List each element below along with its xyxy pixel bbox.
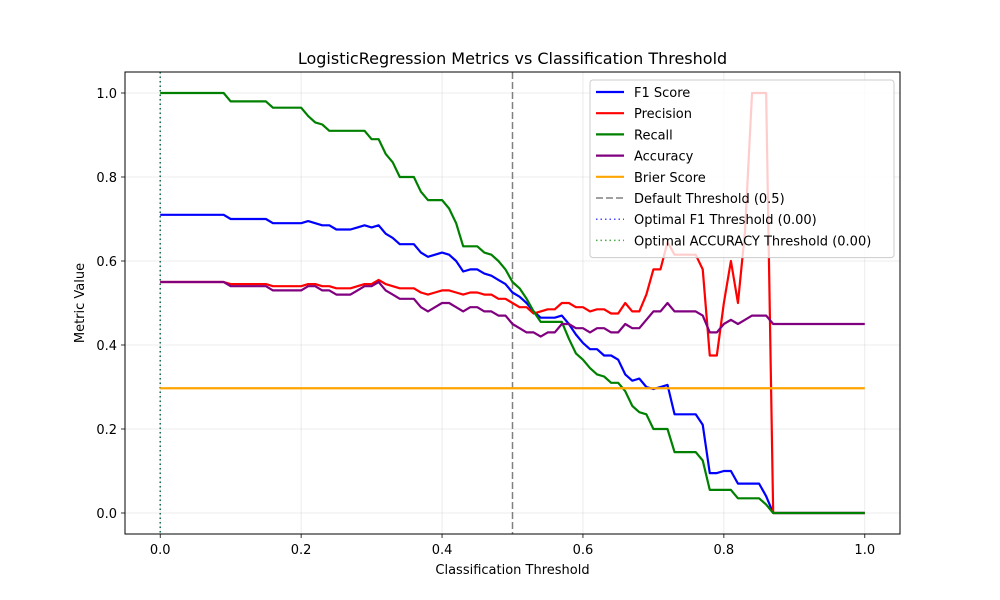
- chart-title: LogisticRegression Metrics vs Classifica…: [298, 49, 727, 68]
- y-tick-label: 0.2: [96, 423, 117, 438]
- legend-label: Optimal F1 Threshold (0.00): [634, 213, 817, 228]
- series-line: [160, 213, 865, 515]
- x-axis-ticks: 0.0 0.2 0.4 0.6 0.8 1.0: [150, 534, 875, 558]
- x-tick-label: 0.4: [432, 543, 453, 558]
- y-tick-label: 0.4: [96, 339, 117, 354]
- x-axis-label: Classification Threshold: [435, 563, 589, 578]
- legend-label: Accuracy: [634, 150, 694, 165]
- legend-label: Optimal ACCURACY Threshold (0.00): [634, 234, 871, 249]
- plot-frame: [124, 71, 901, 535]
- series-line: [160, 91, 865, 515]
- y-axis-label: Metric Value: [73, 263, 88, 343]
- legend-label: F1 Score: [634, 86, 690, 101]
- x-tick-label: 0.0: [150, 543, 171, 558]
- y-tick-label: 0.6: [96, 255, 117, 270]
- legend-label: Default Threshold (0.5): [634, 192, 785, 207]
- legend-label: Recall: [634, 128, 673, 143]
- y-tick-label: 0.0: [96, 507, 117, 522]
- x-tick-label: 1.0: [854, 543, 875, 558]
- legend-box: [589, 79, 895, 259]
- series-line: [160, 280, 865, 338]
- x-tick-label: 0.6: [573, 543, 594, 558]
- x-tick-label: 0.2: [291, 543, 312, 558]
- y-tick-label: 0.8: [96, 171, 117, 186]
- x-tick-label: 0.8: [714, 543, 735, 558]
- y-tick-label: 1.0: [96, 87, 117, 102]
- legend-label: Precision: [634, 107, 692, 122]
- y-axis-ticks: 0.0 0.2 0.4 0.6 0.8 1.0: [96, 87, 125, 522]
- legend: F1 Score Precision Recall Accuracy Brier Sco…: [589, 79, 895, 259]
- legend-label: Brier Score: [634, 171, 706, 186]
- series-lines: [160, 91, 865, 515]
